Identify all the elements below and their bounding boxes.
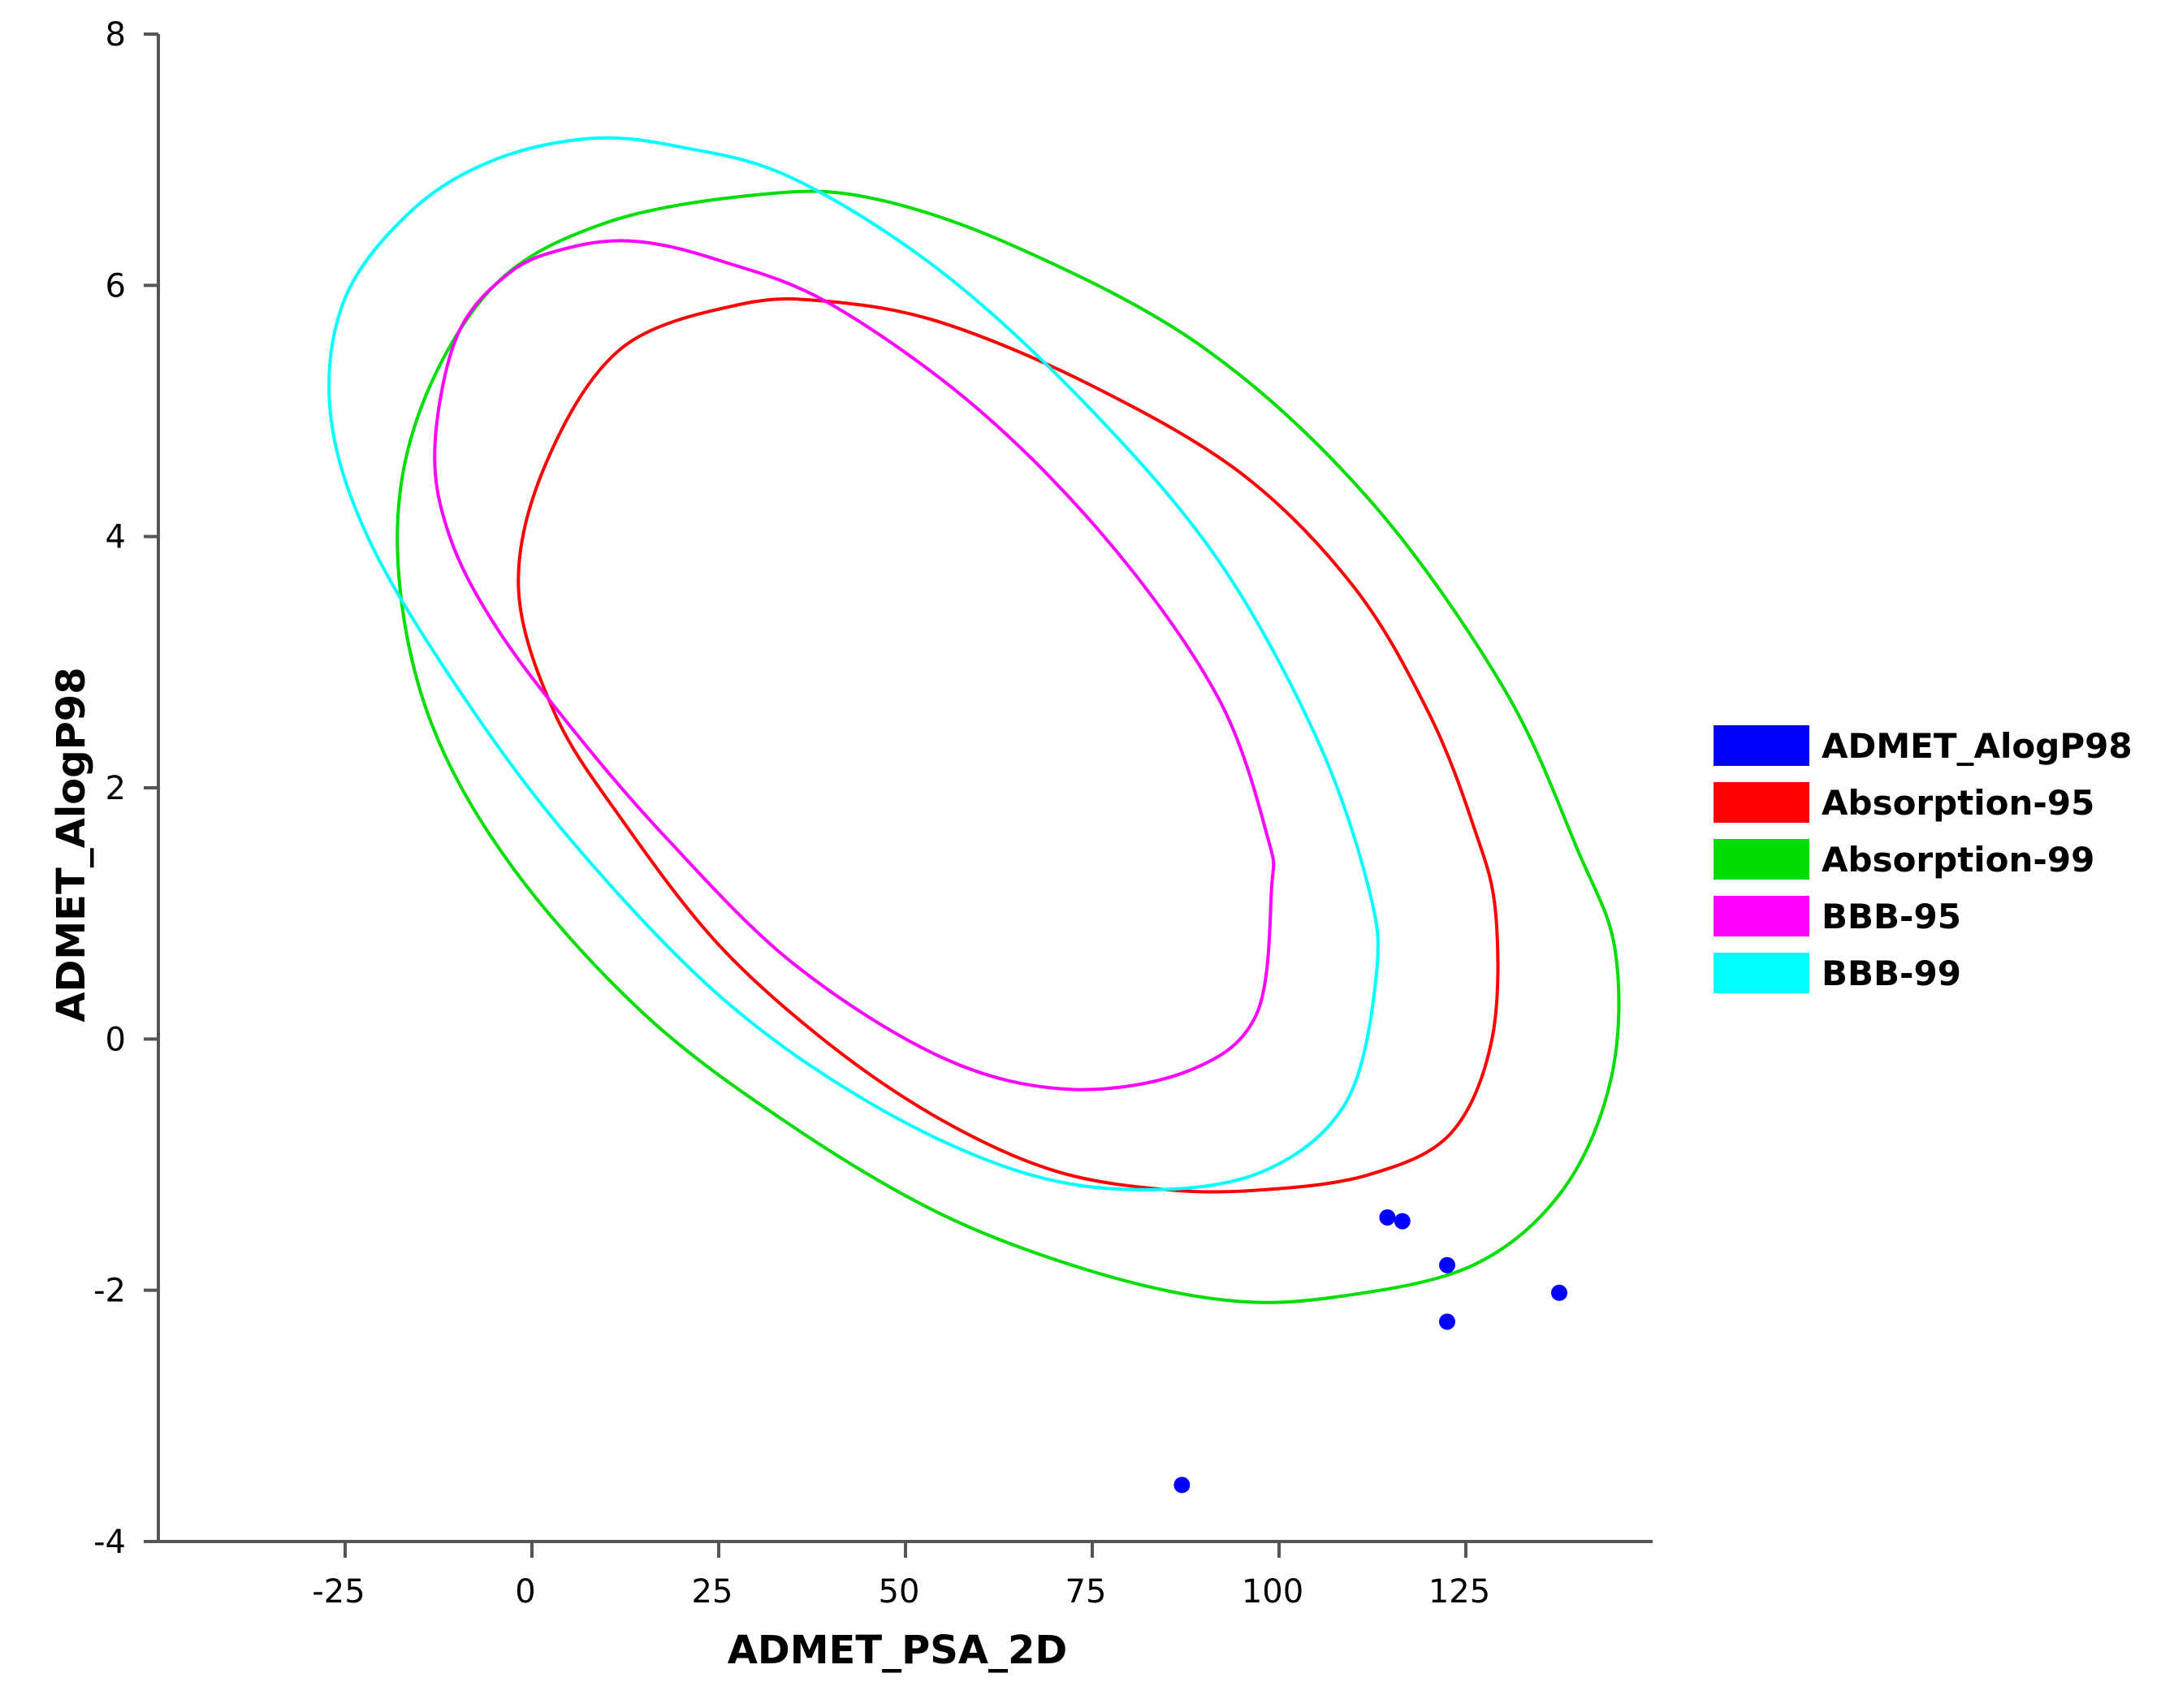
y-tick-label: 8 [106, 16, 126, 54]
y-tick-label: 6 [106, 267, 126, 305]
legend-label-bbb-99: BBB-99 [1822, 953, 1961, 993]
legend-label-absorption-99: Absorption-99 [1822, 840, 2094, 880]
legend-swatch-admet-alogp98 [1714, 725, 1809, 766]
data-point [1551, 1284, 1567, 1301]
data-point [1439, 1313, 1455, 1330]
x-tick-label: -25 [312, 1573, 365, 1611]
ellipse-absorption-99 [395, 189, 1621, 1304]
y-tick-label: 4 [106, 519, 126, 556]
x-tick-label: 100 [1242, 1573, 1303, 1611]
x-tick-label: 50 [879, 1573, 920, 1611]
x-tick-label: 25 [692, 1573, 733, 1611]
legend-swatch-absorption-99 [1714, 839, 1809, 880]
x-tick-label: 125 [1428, 1573, 1490, 1611]
legend-swatch-bbb-99 [1714, 953, 1809, 993]
data-point [1439, 1256, 1455, 1273]
y-tick-label: -2 [93, 1273, 126, 1310]
legend-label-bbb-95: BBB-95 [1822, 897, 1961, 936]
legend-swatch-bbb-95 [1714, 896, 1809, 936]
ellipse-bbb-95 [433, 239, 1276, 1092]
ellipse-bbb-99 [327, 136, 1380, 1191]
legend-label-absorption-95: Absorption-95 [1822, 783, 2094, 823]
data-point [1394, 1213, 1411, 1230]
legend-swatch-absorption-95 [1714, 782, 1809, 823]
x-axis-title: ADMET_PSA_2D [728, 1628, 1067, 1673]
y-axis-title: ADMET_AlogP98 [49, 667, 94, 1022]
data-points [1173, 1209, 1567, 1494]
x-tick-label: 0 [515, 1573, 535, 1611]
y-tick-label: -4 [93, 1524, 126, 1561]
data-point [1379, 1209, 1396, 1226]
data-point [1173, 1477, 1191, 1494]
x-tick-label: 75 [1065, 1573, 1107, 1611]
axes: -25 0 25 50 75 100 125 -4 -2 0 2 4 6 8 [93, 16, 1653, 1611]
legend-label-admet-alogp98: ADMET_AlogP98 [1822, 726, 2133, 766]
legend: ADMET_AlogP98 Absorption-95 Absorption-99 B… [1714, 725, 2133, 993]
confidence-ellipses [327, 136, 1621, 1304]
ellipse-absorption-95 [516, 296, 1500, 1194]
y-tick-label: 2 [106, 770, 126, 807]
y-tick-label: 0 [106, 1021, 126, 1058]
